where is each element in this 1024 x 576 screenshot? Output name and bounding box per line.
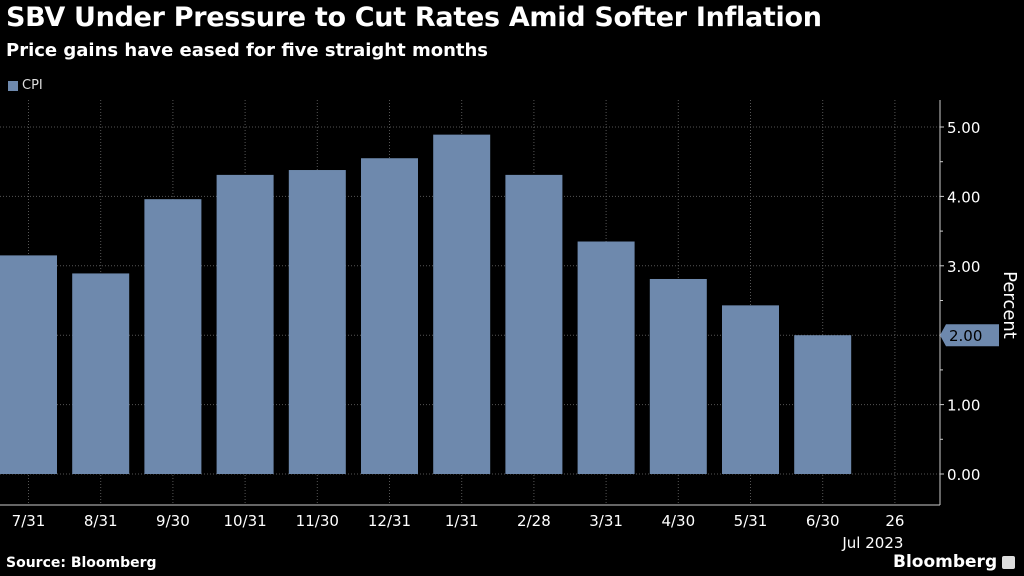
x-tick-label: 6/30 xyxy=(806,512,840,530)
y-tick-label: 5.00 xyxy=(947,119,980,137)
x-sublabel: Jul 2023 xyxy=(841,534,903,552)
bloomberg-logo: Bloomberg xyxy=(893,552,998,572)
x-tick-label: 3/31 xyxy=(589,512,623,530)
y-tick-label: 4.00 xyxy=(947,188,980,206)
x-tick-label: 4/30 xyxy=(661,512,695,530)
bar-10-31 xyxy=(216,174,274,475)
x-tick-label: 9/30 xyxy=(156,512,190,530)
bar-3-31 xyxy=(577,241,635,474)
source-note: Source: Bloomberg xyxy=(6,555,157,571)
bar-4-30 xyxy=(649,278,707,474)
bar-9-30 xyxy=(144,199,202,474)
bar-8-31 xyxy=(72,273,130,474)
bar-6-30 xyxy=(794,335,852,474)
legend-swatch xyxy=(8,80,18,91)
legend-label: CPI xyxy=(22,78,43,93)
bloomberg-chart-icon xyxy=(1002,556,1015,569)
x-tick-label: 5/31 xyxy=(734,512,768,530)
x-tick-label: 1/31 xyxy=(445,512,479,530)
x-tick-label: 7/31 xyxy=(12,512,46,530)
bar-11-30 xyxy=(288,170,346,474)
x-tick-label: 8/31 xyxy=(84,512,118,530)
last-value-marker xyxy=(940,324,999,347)
y-tick-label: 0.00 xyxy=(947,466,980,484)
x-tick-label: 12/31 xyxy=(368,512,411,530)
bar-5-31 xyxy=(722,305,779,474)
bar-2-28 xyxy=(505,174,563,475)
y-tick-label: 3.00 xyxy=(947,258,980,276)
y-axis-title: Percent xyxy=(999,271,1020,339)
bar-12-31 xyxy=(361,158,418,475)
chart-subtitle: Price gains have eased for five straight… xyxy=(6,40,489,61)
y-tick-label: 1.00 xyxy=(947,397,980,415)
x-tick-label: 2/28 xyxy=(517,512,551,530)
last-value-label: 2.00 xyxy=(949,327,982,345)
x-tick-label: 11/30 xyxy=(296,512,339,530)
legend: CPI xyxy=(8,78,43,93)
x-tick-label: 26 xyxy=(885,512,904,530)
bar-1-31 xyxy=(433,134,491,474)
bar-7-31 xyxy=(0,255,57,474)
chart-title: SBV Under Pressure to Cut Rates Amid Sof… xyxy=(6,2,822,33)
x-tick-label: 10/31 xyxy=(223,512,266,530)
